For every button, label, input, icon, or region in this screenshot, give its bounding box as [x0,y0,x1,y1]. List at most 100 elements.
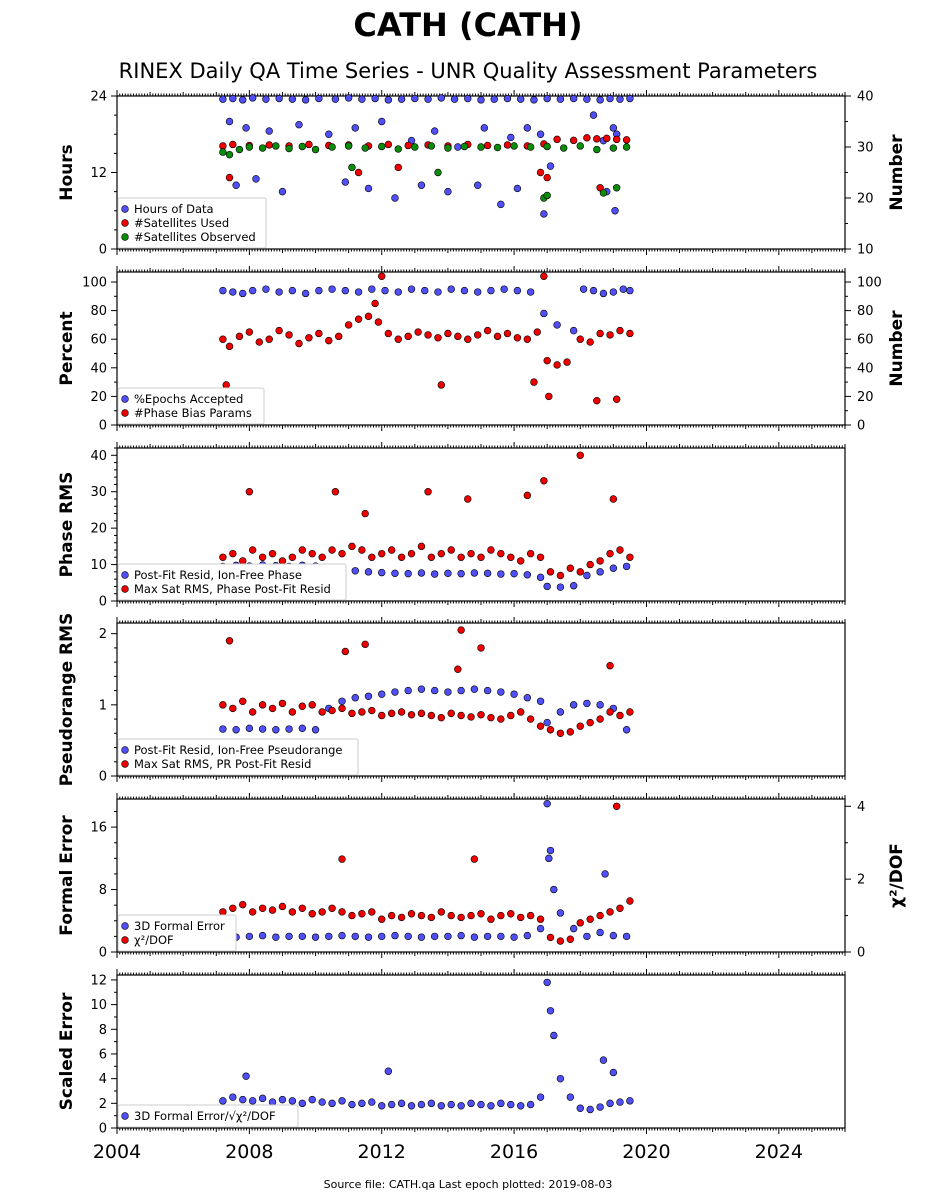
data-point [497,688,505,696]
data-point [348,709,356,718]
data-point [543,799,551,808]
data-point [285,331,293,339]
data-point [285,144,293,153]
data-point [606,708,614,716]
data-point [569,701,578,709]
data-point [437,549,445,558]
x-tick-label: 2012 [358,1141,406,1163]
data-point [444,569,452,578]
data-point [248,286,257,295]
data-point [272,933,280,941]
data-point [510,569,518,578]
data-point [407,1102,416,1110]
data-point [325,932,333,941]
data-point [526,549,535,558]
data-point [278,557,287,565]
data-point [477,711,485,719]
data-point [338,908,346,916]
data-point [596,701,604,709]
y-axis-label: Scaled Error [57,992,77,1110]
data-point [417,911,426,920]
data-point [344,94,353,102]
data-point [626,94,634,103]
data-point [301,289,310,298]
data-point [331,488,340,496]
data-point [248,1097,257,1105]
data-point [530,96,538,104]
data-point [483,326,492,335]
data-point [411,94,419,103]
data-point [447,911,455,920]
data-point [430,932,439,941]
data-point [546,726,555,734]
data-point [341,286,350,295]
data-point [374,318,383,326]
data-point [411,143,419,151]
data-point [351,694,359,702]
data-point [219,725,227,733]
data-point [487,546,495,554]
data-point [550,1031,558,1040]
data-point [622,932,631,941]
data-point [288,1097,297,1105]
data-point [477,96,485,104]
data-point [311,726,320,734]
data-point [460,142,469,151]
data-point [288,908,297,916]
data-point [378,915,386,923]
data-point [507,133,515,142]
y-right-tick-label: 2 [857,873,865,888]
data-point [301,96,310,104]
data-point [497,1099,505,1108]
data-point [258,931,267,940]
y-right-tick-label: 40 [857,361,874,376]
data-point [612,395,621,403]
data-point [616,1098,624,1106]
data-point [497,911,505,920]
data-point [606,1099,614,1108]
data-point [523,335,532,343]
data-point [583,134,591,142]
data-point [526,143,535,151]
data-point [394,288,402,296]
data-point [523,491,532,500]
data-point [258,553,267,561]
data-point [543,173,551,182]
y-tick-label: 8 [99,1023,107,1038]
data-point [285,932,293,941]
data-point [414,328,422,336]
data-point [533,328,541,336]
data-point [298,1099,307,1108]
data-point [566,935,575,943]
data-point [368,553,376,561]
data-point [517,1102,525,1110]
data-point [470,933,479,941]
data-point [305,140,313,149]
data-point [341,178,350,186]
data-point [540,210,548,218]
data-point [417,542,426,551]
data-point [308,910,316,918]
data-point [371,94,379,103]
data-point [626,286,634,295]
legend-marker [121,1112,129,1120]
data-point [354,168,363,177]
data-point [381,286,389,295]
data-point [483,686,492,695]
data-point [242,1072,250,1080]
data-point [609,495,618,503]
axes-frame [116,447,846,602]
data-point [404,569,412,578]
y-tick-label: 2 [99,627,107,642]
data-point [394,163,402,172]
data-point [295,339,303,348]
legend-marker [121,760,129,768]
data-point [622,562,631,571]
y-right-tick-label: 4 [857,800,865,815]
data-point [497,570,505,578]
data-point [576,451,584,459]
legend-entry: %Epochs Accepted [134,392,243,406]
y-axis-label: Percent [57,311,77,385]
data-point [295,120,303,129]
data-point [219,1097,227,1105]
